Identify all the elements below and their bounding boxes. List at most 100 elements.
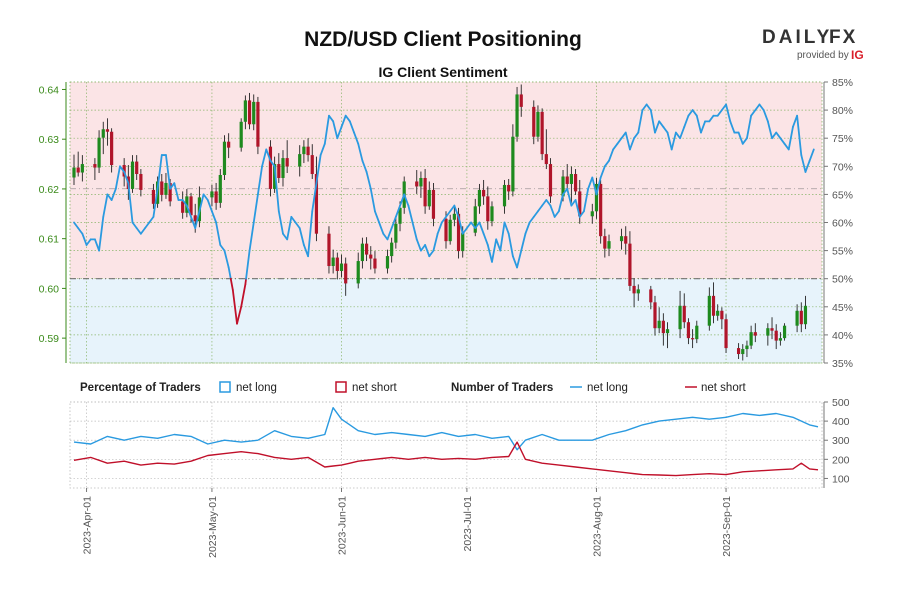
sentiment-seg-106-0 [516, 249, 523, 269]
sentiment-seg-22-0 [165, 154, 172, 190]
sentiment-seg-116-0 [557, 193, 564, 213]
candle-54 [390, 237, 394, 263]
sentiment-seg-36-0 [223, 249, 230, 269]
lower-tick-label-0: 100 [832, 473, 850, 485]
sentiment-seg-162-0 [750, 109, 757, 117]
candle-body-12 [139, 174, 143, 190]
candle-68 [473, 198, 477, 237]
price-tick-label-5: 0.64 [39, 84, 60, 96]
sentiment-seg-27-0 [185, 204, 192, 218]
candle-body-34 [273, 164, 277, 189]
sentiment-seg-41-0 [244, 277, 247, 286]
sentiment-seg-137-0 [645, 103, 652, 111]
candle-body-3 [93, 164, 97, 168]
candle-body-25 [218, 175, 222, 203]
candle-body-11 [135, 161, 139, 175]
candle-77 [519, 84, 523, 117]
x-tick-label-5: 2023-Sep-01 [721, 496, 733, 557]
candle-27 [227, 133, 231, 159]
sentiment-seg-1-0 [77, 227, 84, 235]
sentiment-seg-100-0 [491, 238, 498, 263]
candle-body-86 [573, 174, 578, 192]
sentiment-seg-142-0 [666, 131, 673, 151]
x-tick-label-1: 2023-May-01 [207, 496, 219, 558]
sentiment-seg-19-0 [152, 187, 159, 218]
candle-47 [344, 257, 348, 296]
candle-91 [603, 228, 607, 258]
candle-75 [511, 124, 515, 197]
sentiment-seg-133-0 [629, 137, 635, 151]
candle-body-123 [795, 310, 799, 326]
candle-body-32 [256, 101, 260, 147]
candle-114 [741, 344, 745, 361]
candle-72 [490, 201, 494, 227]
sentiment-seg-29-0 [194, 210, 201, 230]
sentiment-seg-82-0 [415, 238, 422, 252]
sentiment-seg-33-0 [211, 210, 218, 224]
candle-body-35 [277, 164, 281, 178]
sentiment-seg-122-0 [583, 187, 590, 213]
num-net-short-line [73, 441, 819, 477]
candle-body-67 [461, 232, 465, 252]
candle-4 [97, 130, 101, 174]
trader-count-lines [73, 407, 819, 477]
candle-body-117 [753, 332, 757, 336]
candle-body-53 [385, 256, 390, 269]
sentiment-seg-68-0 [357, 142, 364, 162]
lower-tick-label-4: 500 [832, 397, 850, 409]
price-tick-label-4: 0.63 [39, 134, 60, 146]
candle-body-109 [711, 295, 716, 316]
candle-body-64 [448, 219, 452, 242]
candle-body-5 [101, 129, 105, 138]
sentiment-seg-65-0 [344, 114, 351, 123]
candle-body-100 [657, 320, 661, 329]
candle-body-2 [80, 164, 84, 173]
candle-5 [101, 121, 105, 155]
sentiment-seg-62-0 [332, 120, 339, 140]
sentiment-seg-95-0 [470, 221, 477, 230]
sentiment-seg-127-0 [603, 159, 610, 168]
candle-body-17 [168, 182, 172, 202]
sentiment-seg-128-0 [608, 148, 615, 162]
candle-body-26 [222, 141, 227, 176]
sentiment-seg-126-0 [599, 165, 606, 179]
candle-103 [678, 290, 682, 339]
candle-body-113 [736, 348, 741, 355]
candle-78 [532, 100, 536, 145]
candle-body-28 [239, 121, 243, 148]
sentiment-tick-label-9: 80% [832, 105, 853, 117]
candle-42 [314, 156, 319, 242]
candle-125 [803, 295, 808, 330]
legend-num-title: Number of Traders [451, 382, 553, 394]
candle-64 [448, 214, 452, 245]
sentiment-seg-168-0 [775, 131, 782, 140]
sentiment-seg-154-0 [716, 109, 723, 117]
candle-55 [394, 216, 398, 249]
candle-84 [565, 164, 569, 192]
sentiment-seg-49-0 [277, 210, 284, 235]
sentiment-seg-51-0 [286, 215, 293, 241]
sentiment-seg-54-0 [298, 227, 305, 246]
candle-body-110 [716, 310, 720, 316]
sentiment-seg-6-0 [98, 215, 105, 252]
sentiment-seg-135-0 [637, 109, 644, 134]
price-axis: 0.59 0.60 0.61 0.62 0.63 0.64 [39, 82, 67, 363]
candle-71 [486, 186, 490, 230]
sentiment-seg-147-0 [687, 109, 694, 117]
candle-body-77 [519, 94, 523, 107]
sentiment-seg-161-0 [746, 114, 753, 140]
candle-body-108 [707, 295, 711, 326]
sentiment-seg-155-0 [720, 103, 727, 111]
sentiment-seg-59-0 [319, 142, 326, 156]
sentiment-seg-31-0 [202, 193, 209, 201]
price-tick-label-1: 0.60 [39, 283, 60, 295]
candle-120 [774, 324, 778, 350]
candle-body-36 [281, 158, 285, 178]
legend-pct-short-swatch [335, 381, 347, 393]
sentiment-seg-144-0 [674, 131, 681, 140]
candle-99 [653, 295, 657, 336]
sentiment-seg-76-0 [390, 215, 397, 230]
candle-body-55 [394, 223, 398, 243]
sentiment-seg-94-0 [465, 221, 472, 230]
sentiment-line [73, 103, 815, 325]
